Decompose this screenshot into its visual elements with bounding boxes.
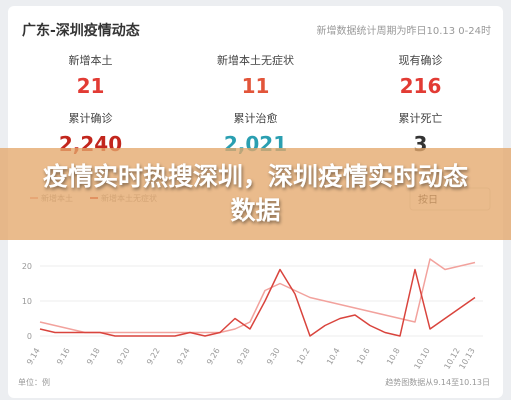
stat-label: 累计治愈 [233, 112, 278, 125]
y-tick-label: 10 [22, 297, 32, 306]
y-tick-label: 20 [22, 262, 32, 271]
x-tick-label: 9.16 [55, 347, 72, 367]
unit: 单位：例 [18, 377, 50, 387]
x-tick-label: 9.26 [205, 347, 222, 367]
x-tick-label: 9.24 [175, 347, 192, 367]
stat-label: 新增本土 [68, 54, 113, 67]
stat-value: 11 [241, 74, 270, 98]
x-tick-label: 10.6 [355, 347, 372, 367]
stat: 现有确诊 216 [338, 52, 503, 98]
x-tick-label: 9.28 [235, 347, 252, 367]
x-tick-label: 9.30 [265, 347, 282, 367]
stat-label: 累计确诊 [68, 112, 113, 125]
stat-label: 新增本土无症状 [217, 54, 294, 67]
x-tick-label: 9.18 [85, 347, 102, 367]
footnote: 趋势图数据从9.14至10.13日 [385, 377, 490, 387]
stat-value: 216 [399, 74, 442, 98]
x-tick-label: 9.14 [25, 347, 42, 367]
note: 新增数据统计周期为昨日10.13 0-24时 [316, 26, 491, 37]
stat: 新增本土无症状 11 [173, 52, 338, 98]
series-line [39, 268, 476, 337]
stat-value: 21 [76, 74, 105, 98]
stat: 新增本土 21 [8, 52, 173, 98]
x-tick-label: 10.4 [325, 347, 342, 367]
title: 广东-深圳疫情动态 [22, 23, 140, 39]
x-tick-label: 10.13 [457, 347, 476, 371]
stat-label: 累计死亡 [398, 112, 443, 125]
y-tick-label: 0 [27, 332, 32, 341]
x-tick-label: 10.8 [385, 347, 402, 367]
x-tick-label: 10.2 [295, 347, 312, 367]
series-line [39, 258, 476, 334]
x-tick-label: 9.20 [115, 347, 132, 367]
x-tick-label: 9.22 [145, 347, 162, 367]
stat-label: 现有确诊 [398, 54, 443, 67]
banner: 疫情实时热搜深圳，深圳疫情实时动态数据 [0, 148, 511, 240]
banner-text: 疫情实时热搜深圳，深圳疫情实时动态数据 [42, 162, 468, 225]
x-tick-label: 10.10 [412, 347, 431, 371]
